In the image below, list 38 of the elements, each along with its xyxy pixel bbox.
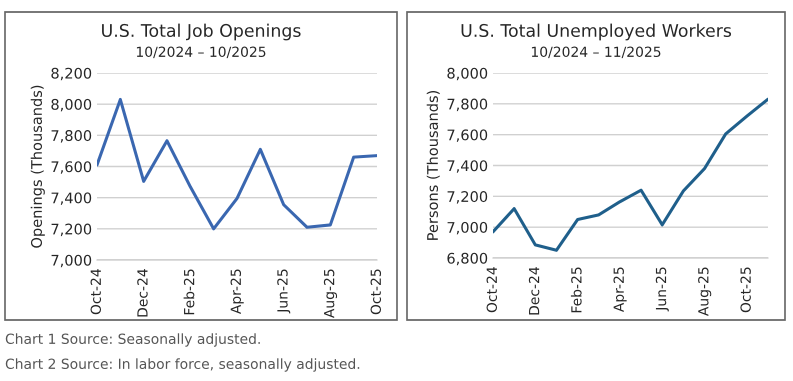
- y-tick-label: 8,000: [447, 68, 488, 80]
- y-tick-label: 7,000: [52, 254, 92, 268]
- x-tick-label: Oct-24: [486, 267, 498, 312]
- caption: Chart 1 Source: Seasonally adjusted.: [6, 333, 260, 347]
- chart-subtitle: 10/2024 – 10/2025: [136, 46, 266, 58]
- x-tick-label: Oct-25: [370, 270, 382, 314]
- y-tick-label: 7,600: [448, 129, 488, 142]
- x-tick-label: Aug-25: [698, 268, 712, 316]
- x-tick-label: Apr-25: [613, 268, 627, 312]
- x-tick-label: Dec-24: [528, 267, 540, 315]
- y-tick-label: 7,800: [448, 98, 488, 112]
- x-tick-label: Jun-25: [277, 270, 290, 314]
- y-axis-title: Openings (Thousands): [30, 86, 45, 248]
- y-tick-label: 8,000: [51, 98, 92, 112]
- y-tick-label: 6,800: [447, 252, 488, 266]
- x-tick-label: Oct-24: [90, 269, 102, 314]
- y-tick-label: 8,200: [51, 68, 92, 80]
- x-tick-label: Feb-25: [184, 270, 194, 314]
- x-tick-label: Apr-25: [230, 270, 244, 314]
- y-tick-label: 7,400: [52, 192, 92, 205]
- chart-title: U.S. Total Job Openings: [102, 24, 301, 40]
- line-series: [493, 98, 768, 252]
- y-tick-label: 7,200: [52, 224, 92, 236]
- chart-subtitle: 10/2024 – 11/2025: [532, 46, 660, 58]
- y-tick-label: 7,000: [448, 222, 488, 234]
- x-tick-label: Feb-25: [570, 268, 582, 312]
- line-series: [97, 98, 377, 230]
- chart-title: U.S. Total Unemployed Workers: [462, 24, 732, 40]
- y-tick-label: 7,800: [52, 130, 92, 143]
- x-tick-label: Dec-24: [137, 269, 148, 317]
- x-tick-label: Aug-25: [324, 270, 338, 318]
- y-tick-label: 7,200: [448, 191, 488, 204]
- caption: Chart 2 Source: In labor force, seasonally adjusted.: [6, 358, 360, 372]
- y-tick-label: 7,400: [448, 160, 488, 173]
- y-axis-title: Persons (Thousands): [426, 90, 440, 240]
- x-tick-label: Jun-25: [656, 268, 669, 312]
- x-tick-label: Oct-25: [740, 268, 751, 312]
- y-tick-label: 7,600: [52, 161, 92, 174]
